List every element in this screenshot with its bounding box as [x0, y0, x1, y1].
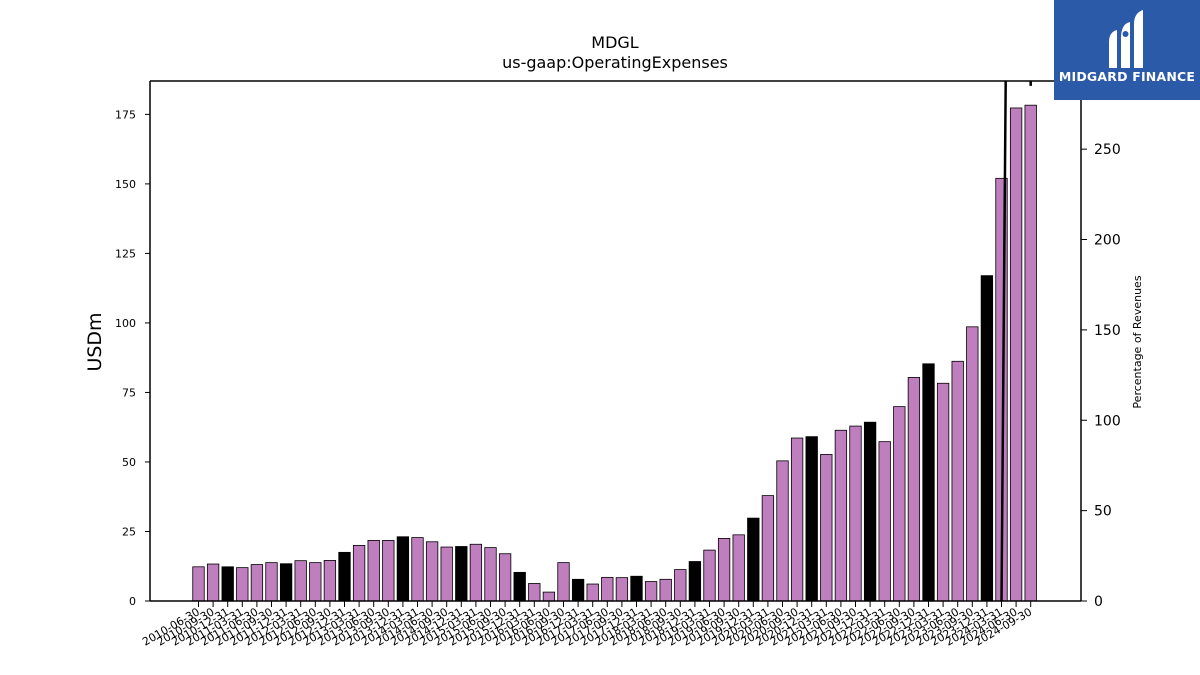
- midgard-m-logo-icon: [1109, 10, 1143, 68]
- bar-2014-12-31: [455, 546, 468, 602]
- y2-tick-label: 200: [1094, 233, 1121, 249]
- bar-2015-12-31: [513, 571, 526, 602]
- bar-2022-12-31: [922, 363, 935, 602]
- bar-2012-09-30: [323, 560, 337, 602]
- bar-2015-03-31: [469, 543, 483, 602]
- bar-2017-06-30: [601, 576, 614, 602]
- logo-text: MIDGARD FINANCE: [1058, 69, 1196, 84]
- bars-layer: [192, 104, 1037, 602]
- bar-2014-03-31: [411, 537, 424, 602]
- bar-2016-03-31: [528, 583, 541, 602]
- bar-2013-06-30: [367, 539, 380, 602]
- bar-2017-12-31: [630, 575, 643, 602]
- y2-tick-label: 100: [1094, 413, 1121, 429]
- y-tick-label: 150: [115, 178, 136, 191]
- bar-2011-09-30: [265, 562, 278, 602]
- y2-tick-label: 50: [1094, 504, 1112, 520]
- bar-2019-03-31: [703, 549, 716, 602]
- bar-2024-09-30: [1024, 104, 1037, 602]
- bar-2012-12-31: [338, 551, 351, 602]
- bar-2018-06-30: [659, 578, 672, 602]
- bar-2010-12-31: [221, 566, 234, 602]
- y2-tick-label: 150: [1094, 323, 1121, 339]
- bar-2017-09-30: [615, 577, 629, 602]
- y-tick-label: 75: [122, 386, 136, 399]
- bar-2021-12-31: [863, 421, 877, 602]
- y-tick-label: 100: [115, 317, 136, 330]
- axes-layer: 0 25 50 75 100 125 150 175 0 50 100 150 200 250: [115, 80, 1121, 610]
- chart-title: MDGL: [591, 33, 639, 52]
- y-tick-label: 25: [122, 525, 136, 538]
- bar-2023-12-31: [980, 275, 994, 602]
- bar-2016-09-30: [557, 562, 570, 602]
- midgard-finance-logo: MIDGARD FINANCE: [1054, 0, 1200, 100]
- ticks-layer: 2010-06-302010-09-302010-12-312011-03-31…: [140, 601, 1034, 649]
- y-tick-label: 50: [122, 456, 136, 469]
- chart-subtitle: us-gaap:OperatingExpenses: [502, 53, 728, 72]
- bar-2017-03-31: [586, 583, 599, 602]
- bar-2013-12-31: [396, 536, 410, 602]
- bar-2018-03-31: [644, 581, 658, 602]
- bar-2019-12-31: [747, 517, 760, 602]
- bar-2023-03-31: [936, 382, 950, 602]
- bar-2016-06-30: [542, 591, 556, 602]
- bar-2014-09-30: [440, 546, 453, 602]
- y2-axis-label: Percentage of Revenues: [1131, 275, 1144, 408]
- bar-2023-09-30: [966, 326, 979, 602]
- bar-2022-09-30: [907, 377, 921, 602]
- bar-2020-12-31: [805, 436, 818, 602]
- bar-2011-06-30: [250, 564, 264, 602]
- y-tick-label: 175: [115, 108, 136, 121]
- bar-2012-03-31: [294, 560, 307, 602]
- bar-2015-09-30: [498, 553, 512, 602]
- bar-2021-03-31: [820, 454, 833, 602]
- bar-2020-09-30: [790, 437, 804, 602]
- bar-2010-06-30: [192, 566, 205, 602]
- bar-2012-06-30: [309, 562, 322, 602]
- bar-2013-09-30: [382, 539, 395, 602]
- y2-tick-label: 250: [1094, 142, 1121, 158]
- bar-2013-03-31: [352, 544, 366, 602]
- bar-2021-09-30: [849, 425, 862, 602]
- bar-2011-03-31: [236, 567, 249, 602]
- bar-2022-03-31: [878, 441, 891, 602]
- bar-2019-06-30: [717, 538, 731, 602]
- y-tick-label: 125: [115, 247, 136, 260]
- y-tick-label: 0: [129, 595, 136, 608]
- bar-2019-09-30: [732, 534, 745, 602]
- bar-2014-06-30: [425, 541, 439, 602]
- bar-2011-12-31: [279, 563, 293, 602]
- bar-2015-06-30: [484, 547, 497, 602]
- bar-2020-06-30: [776, 460, 789, 602]
- bar-2018-12-31: [688, 561, 702, 602]
- bar-2023-06-30: [951, 360, 964, 602]
- bar-2021-06-30: [834, 429, 848, 602]
- y2-tick-label: 0: [1094, 594, 1103, 610]
- bar-2010-09-30: [206, 563, 220, 602]
- y-axis-label: USDm: [84, 312, 106, 371]
- bar-2018-09-30: [674, 569, 687, 602]
- bar-2022-06-30: [893, 406, 906, 602]
- bar-2020-03-31: [761, 495, 775, 602]
- bar-2016-12-31: [571, 578, 585, 602]
- bar-2024-06-30: [1009, 107, 1023, 602]
